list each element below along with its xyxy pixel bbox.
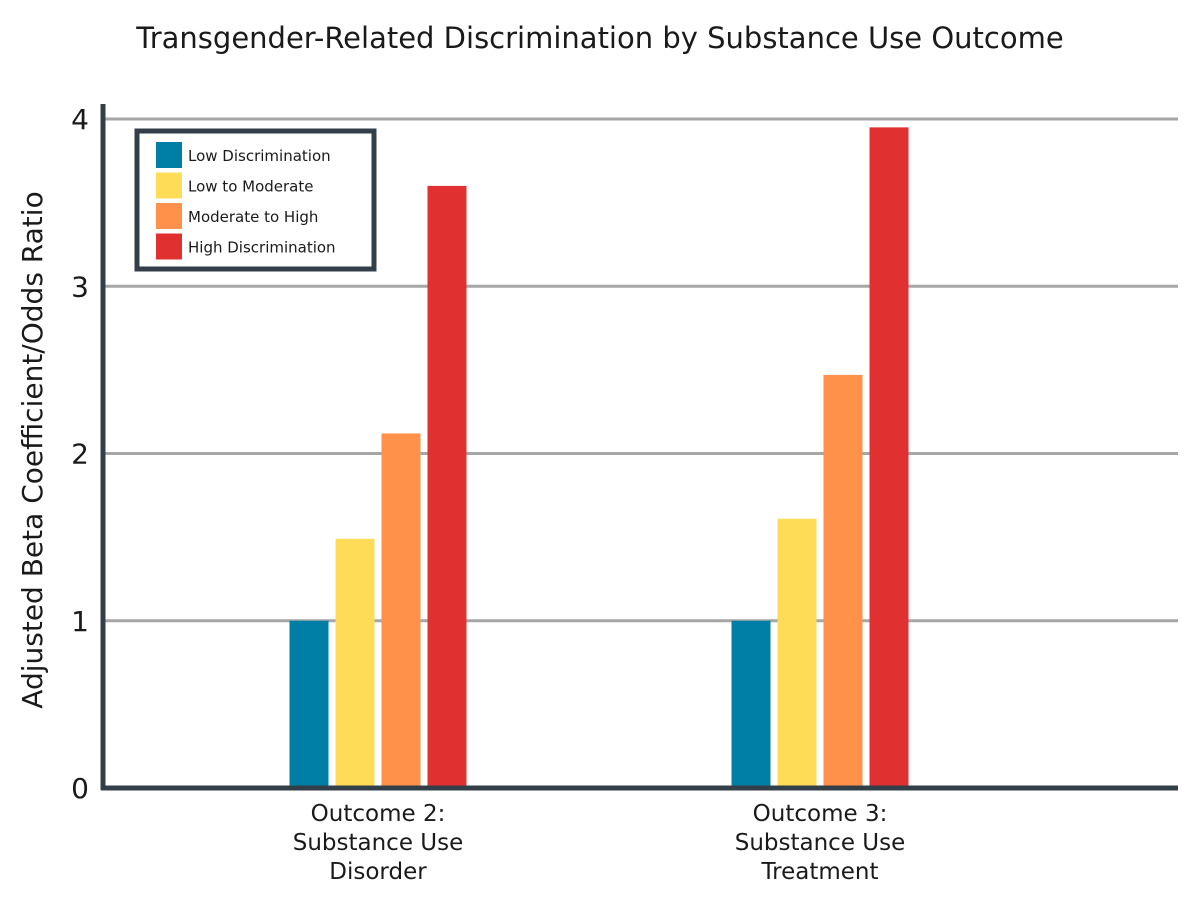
- y-axis-label: Adjusted Beta Coefficient/Odds Ratio: [16, 191, 49, 708]
- x-category-label: Disorder: [329, 859, 427, 885]
- bar-1-low-to-moderate: [335, 538, 375, 788]
- legend: Low Discrimination Low to Moderate Moderat…: [134, 128, 377, 272]
- bars: [289, 127, 909, 789]
- gridlines: [103, 117, 1178, 623]
- bar-2-moderate-to-high: [823, 374, 863, 788]
- legend-items: Low Discrimination Low to Moderate Moderat…: [156, 142, 336, 260]
- axes: [100, 104, 1178, 791]
- y-tick-label: 4: [71, 103, 89, 136]
- bar-2-low-discrimination: [731, 620, 771, 788]
- y-tick-label: 0: [71, 772, 89, 805]
- bar-1-moderate-to-high: [381, 433, 421, 788]
- x-category-label: Treatment: [760, 859, 878, 885]
- x-category-label: Substance Use: [735, 830, 906, 856]
- x-category-label: Substance Use: [293, 830, 464, 856]
- y-tick-label: 3: [71, 270, 89, 303]
- legend-label: Low Discrimination: [188, 147, 331, 165]
- bar-2-high-discrimination: [869, 127, 909, 789]
- legend-swatch: [156, 203, 182, 229]
- legend-label: High Discrimination: [188, 239, 336, 257]
- x-category-labels: Outcome 2: Substance Use Disorder Outcome 3…: [293, 801, 906, 885]
- legend-label: Low to Moderate: [188, 178, 313, 196]
- bar-2-low-to-moderate: [777, 518, 817, 788]
- y-tick-label: 2: [71, 438, 89, 471]
- bar-1-high-discrimination: [427, 185, 467, 788]
- legend-swatch: [156, 172, 182, 199]
- legend-swatch: [156, 142, 182, 168]
- legend-label: Moderate to High: [188, 208, 318, 226]
- chart-title: Transgender-Related Discrimination by Su…: [135, 21, 1063, 55]
- y-tick-label: 1: [71, 605, 89, 638]
- x-category-label: Outcome 3:: [753, 801, 888, 827]
- y-tick-labels: 0 1 2 3 4: [71, 103, 89, 805]
- x-category-label: Outcome 2:: [311, 801, 446, 827]
- bar-1-low-discrimination: [289, 620, 329, 788]
- legend-swatch: [156, 233, 182, 260]
